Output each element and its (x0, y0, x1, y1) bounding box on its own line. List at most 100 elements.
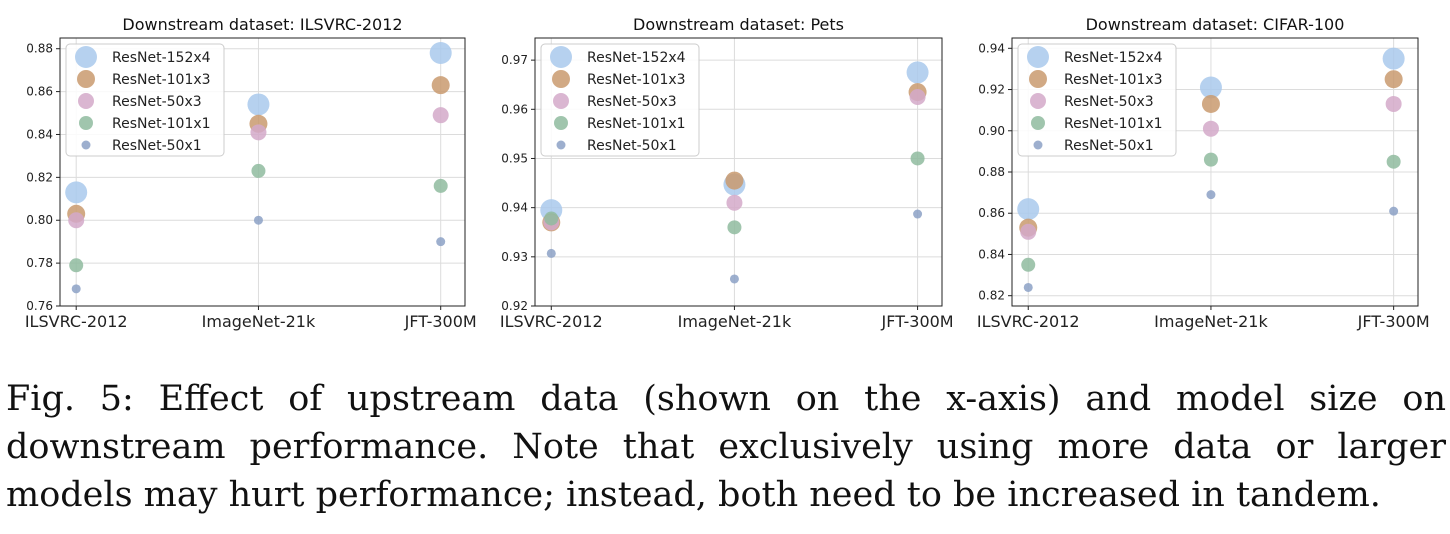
legend-label: ResNet-50x3 (1064, 94, 1154, 110)
data-point (436, 237, 446, 247)
data-point (253, 215, 263, 225)
data-point (251, 163, 266, 178)
legend-marker (1031, 116, 1045, 130)
legend-marker (550, 46, 572, 68)
x-tick-label: JFT-300M (881, 312, 954, 331)
y-tick-label: 0.94 (978, 41, 1005, 55)
y-tick-label: 0.86 (26, 85, 53, 99)
legend-label: ResNet-101x3 (112, 72, 211, 88)
data-point (729, 274, 739, 284)
y-tick-label: 0.88 (26, 42, 53, 56)
y-tick-label: 0.84 (978, 247, 1005, 261)
legend-label: ResNet-50x1 (1064, 138, 1154, 154)
legend-label: ResNet-50x3 (587, 94, 677, 110)
data-point (247, 93, 270, 116)
y-tick-label: 0.97 (501, 53, 528, 67)
chart-title: Downstream dataset: Pets (633, 15, 844, 34)
data-point (431, 76, 450, 95)
y-tick-label: 0.90 (978, 124, 1005, 138)
data-point (1017, 198, 1040, 221)
data-point (544, 211, 559, 226)
data-point (725, 171, 744, 190)
plot-frame (1011, 37, 1419, 307)
data-point (71, 284, 81, 294)
y-tick-label: 0.80 (26, 213, 53, 227)
x-tick-label: ImageNet-21k (1154, 312, 1268, 331)
x-tick-label: ILSVRC-2012 (25, 312, 128, 331)
legend-marker (1033, 140, 1043, 150)
data-point (1386, 154, 1401, 169)
legend-marker (1029, 70, 1047, 88)
legend-label: ResNet-50x1 (587, 138, 677, 154)
x-tick-label: JFT-300M (1357, 312, 1430, 331)
data-point (913, 209, 923, 219)
data-point (1202, 120, 1219, 137)
data-point (546, 248, 556, 258)
legend-marker (556, 140, 566, 150)
legend-label: ResNet-101x3 (587, 72, 686, 88)
legend-label: ResNet-152x4 (1064, 50, 1163, 66)
legend-label: ResNet-50x3 (112, 94, 202, 110)
legend-label: ResNet-101x1 (1064, 116, 1163, 132)
data-point (1384, 70, 1403, 89)
y-tick-label: 0.76 (26, 299, 53, 313)
x-tick-label: ILSVRC-2012 (500, 312, 603, 331)
legend-marker (78, 93, 94, 109)
data-point (432, 107, 449, 124)
y-tick-label: 0.95 (501, 151, 528, 165)
data-point (433, 178, 448, 193)
y-tick-label: 0.82 (26, 170, 53, 184)
legend-label: ResNet-152x4 (587, 50, 686, 66)
chart-title: Downstream dataset: CIFAR-100 (1086, 15, 1345, 34)
y-tick-label: 0.94 (501, 201, 528, 215)
legend-label: ResNet-152x4 (112, 50, 211, 66)
x-tick-label: ImageNet-21k (202, 312, 316, 331)
y-tick-label: 0.92 (978, 83, 1005, 97)
data-point (1020, 223, 1037, 240)
plot-frame (534, 37, 943, 307)
data-point (69, 258, 84, 273)
legend-box (540, 43, 700, 157)
legend-marker (75, 46, 97, 68)
legend-label: ResNet-101x3 (1064, 72, 1163, 88)
legend-marker (553, 93, 569, 109)
x-tick-label: ILSVRC-2012 (977, 312, 1080, 331)
legend-label: ResNet-101x1 (112, 116, 211, 132)
chart-panel-2: Downstream dataset: Pets 0.92 0.93 0.94 0.95… (500, 15, 954, 331)
data-point (1203, 152, 1218, 167)
legend-marker (79, 116, 93, 130)
data-point (1023, 282, 1033, 292)
legend-box (1017, 43, 1177, 157)
y-tick-label: 0.92 (501, 299, 528, 313)
x-tick-label: ImageNet-21k (678, 312, 792, 331)
legend-box (65, 43, 225, 157)
data-point (726, 194, 743, 211)
legend-marker (81, 140, 91, 150)
chart-title: Downstream dataset: ILSVRC-2012 (122, 15, 402, 34)
data-point (65, 181, 88, 204)
legend: ResNet-152x4 ResNet-101x3 ResNet-50x3 ResNe… (540, 43, 700, 157)
legend-label: ResNet-101x1 (587, 116, 686, 132)
legend-marker (554, 116, 568, 130)
legend-marker (552, 70, 570, 88)
y-tick-label: 0.86 (978, 206, 1005, 220)
data-point (1389, 206, 1399, 216)
data-point (1201, 94, 1220, 113)
chart-panel-1: Downstream dataset: ILSVRC-2012 0.76 0.78 0… (25, 15, 477, 331)
chart-panel-3: Downstream dataset: CIFAR-100 0.82 0.84 0.8… (977, 15, 1430, 331)
y-tick-label: 0.88 (978, 165, 1005, 179)
legend: ResNet-152x4 ResNet-101x3 ResNet-50x3 ResNe… (1017, 43, 1177, 157)
data-point (909, 89, 926, 106)
data-point (906, 61, 929, 84)
y-tick-label: 0.93 (501, 250, 528, 264)
legend-label: ResNet-50x1 (112, 138, 202, 154)
data-point (68, 212, 85, 229)
y-tick-label: 0.84 (26, 127, 53, 141)
legend-marker (1027, 46, 1049, 68)
chart-figure: Downstream dataset: ILSVRC-2012 0.76 0.78 0… (25, 15, 1430, 331)
data-point (910, 151, 925, 166)
data-point (429, 42, 452, 65)
data-point (1206, 190, 1216, 200)
legend-marker (77, 70, 95, 88)
data-point (1021, 257, 1036, 272)
